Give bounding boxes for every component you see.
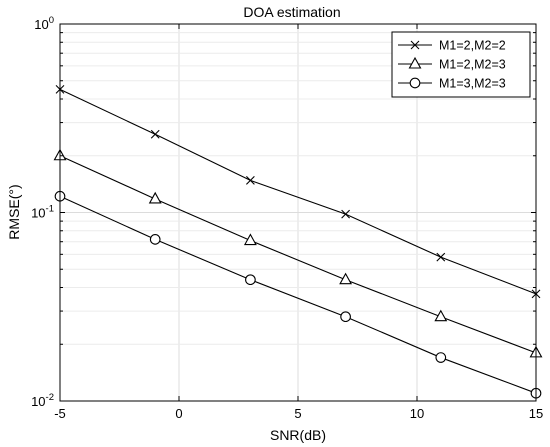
data-point-circle: [149, 234, 161, 245]
data-point-triangle: [148, 191, 162, 204]
series-line: [59, 155, 537, 354]
x-tick-label: 5: [294, 406, 301, 421]
y-tick-label: 10-1: [31, 204, 54, 221]
tick-labels: -5 0 5 10 15 100 10-1 10-2: [31, 15, 543, 421]
data-point-triangle: [434, 309, 448, 322]
x-tick-label: -5: [54, 406, 66, 421]
legend-marker: [408, 56, 422, 69]
legend-item: M1=3,M2=3: [398, 77, 506, 91]
y-axis-label: RMSE(°): [6, 184, 22, 239]
legend-marker: [409, 77, 421, 89]
x-axis-label: SNR(dB): [270, 427, 326, 443]
y-tick-label: 10-2: [31, 392, 54, 409]
series-line: [59, 195, 537, 394]
x-tick-label: 10: [410, 406, 424, 421]
legend-label: M1=3,M2=3: [439, 77, 506, 91]
legend-item: M1=2,M2=3: [398, 56, 506, 72]
axis-layer: [59, 23, 537, 402]
x-tick-label: 0: [175, 406, 182, 421]
x-tick-label: 15: [529, 406, 543, 421]
legend-label: M1=2,M2=3: [439, 58, 506, 72]
data-point-triangle: [339, 272, 353, 285]
series-layer: [53, 84, 543, 399]
legend: M1=2,M2=2 M1=2,M2=3 M1=3,M2=3: [391, 31, 531, 98]
chart-title: DOA estimation: [243, 4, 340, 20]
y-tick-label: 100: [34, 15, 54, 32]
data-point-circle: [435, 352, 447, 363]
series-line: [59, 88, 537, 295]
legend-label: M1=2,M2=2: [439, 39, 506, 53]
data-point-x: [150, 129, 160, 139]
legend-item: M1=2,M2=2: [398, 39, 506, 53]
data-point-x: [436, 252, 446, 262]
data-point-x: [341, 209, 350, 219]
data-point-circle: [245, 274, 256, 286]
data-point-triangle: [243, 233, 257, 246]
series-2: [53, 148, 543, 358]
data-point-circle: [340, 311, 351, 323]
plot-frame: [59, 23, 537, 402]
data-point-x: [246, 176, 255, 185]
legend-marker: [410, 40, 420, 50]
